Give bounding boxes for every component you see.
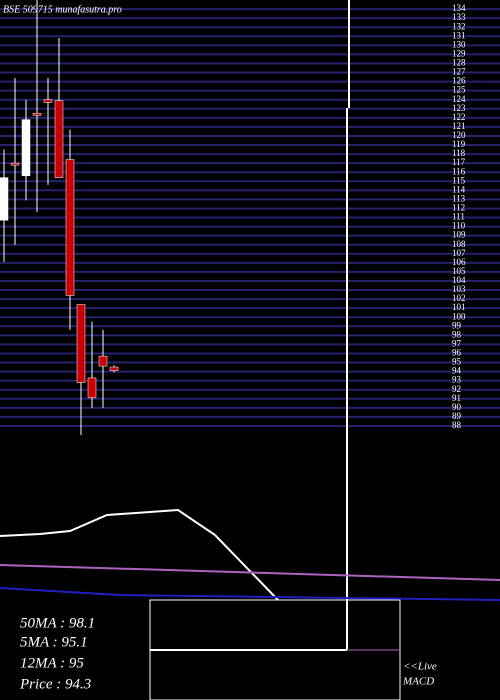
y-tick-label: 108 bbox=[452, 239, 466, 249]
y-tick-label: 118 bbox=[452, 148, 466, 158]
legend-item: 12MA : 95 bbox=[20, 655, 84, 671]
y-tick-label: 88 bbox=[452, 420, 462, 430]
y-tick-label: 120 bbox=[452, 130, 466, 140]
y-tick-label: 102 bbox=[452, 293, 466, 303]
legend-item: 5MA : 95.1 bbox=[20, 634, 88, 650]
candle-body bbox=[32, 113, 42, 116]
candle-body bbox=[54, 100, 64, 178]
y-tick-label: 89 bbox=[452, 411, 462, 421]
candle-body bbox=[109, 366, 119, 371]
candle-body bbox=[87, 377, 97, 399]
y-tick-label: 124 bbox=[452, 94, 466, 104]
y-tick-label: 113 bbox=[452, 193, 466, 203]
y-tick-label: 110 bbox=[452, 221, 466, 231]
candle-body bbox=[65, 159, 75, 296]
indicator-line bbox=[0, 508, 279, 601]
y-tick-label: 105 bbox=[452, 266, 466, 276]
y-tick-label: 104 bbox=[452, 275, 466, 285]
y-tick-label: 96 bbox=[452, 348, 462, 358]
candle-body bbox=[10, 162, 20, 166]
candle-body bbox=[98, 355, 108, 367]
candle-body bbox=[0, 177, 9, 221]
macd-label: MACD bbox=[402, 676, 434, 688]
y-tick-label: 129 bbox=[452, 48, 466, 58]
y-tick-label: 91 bbox=[452, 393, 461, 403]
y-tick-label: 115 bbox=[452, 175, 466, 185]
y-tick-label: 121 bbox=[452, 121, 466, 131]
y-tick-label: 95 bbox=[452, 357, 462, 367]
chart-title: BSE 509715 munafasutra.pro bbox=[3, 4, 122, 15]
candle-body bbox=[43, 99, 53, 103]
indicator-line bbox=[0, 587, 500, 601]
y-tick-label: 119 bbox=[452, 139, 466, 149]
y-tick-label: 92 bbox=[452, 384, 461, 394]
y-tick-label: 125 bbox=[452, 85, 466, 95]
y-tick-label: 93 bbox=[452, 375, 462, 385]
y-tick-label: 90 bbox=[452, 402, 462, 412]
y-tick-label: 112 bbox=[452, 203, 465, 213]
y-tick-label: 128 bbox=[452, 58, 466, 68]
y-tick-label: 109 bbox=[452, 230, 466, 240]
y-tick-label: 114 bbox=[452, 184, 466, 194]
indicator-line bbox=[0, 564, 500, 581]
y-tick-label: 123 bbox=[452, 103, 466, 113]
y-tick-label: 134 bbox=[452, 3, 466, 13]
y-tick-label: 97 bbox=[452, 338, 462, 348]
y-tick-label: 103 bbox=[452, 284, 466, 294]
y-tick-label: 107 bbox=[452, 248, 466, 258]
y-tick-label: 133 bbox=[452, 12, 466, 22]
y-tick-label: 111 bbox=[452, 212, 465, 222]
y-tick-label: 94 bbox=[452, 366, 462, 376]
legend-item: 50MA : 98.1 bbox=[20, 615, 95, 631]
y-tick-label: 98 bbox=[452, 329, 462, 339]
y-tick-label: 127 bbox=[452, 67, 466, 77]
legend-item: Price : 94.3 bbox=[19, 676, 91, 692]
y-tick-label: 122 bbox=[452, 112, 466, 122]
y-tick-label: 101 bbox=[452, 302, 466, 312]
y-tick-label: 130 bbox=[452, 39, 466, 49]
live-label: <<Live bbox=[403, 661, 437, 673]
candle-body bbox=[21, 119, 31, 177]
y-tick-label: 100 bbox=[452, 311, 466, 321]
y-tick-label: 131 bbox=[452, 30, 466, 40]
y-tick-label: 132 bbox=[452, 21, 466, 31]
y-tick-label: 106 bbox=[452, 257, 466, 267]
y-tick-label: 99 bbox=[452, 320, 462, 330]
y-tick-label: 117 bbox=[452, 157, 466, 167]
y-tick-label: 116 bbox=[452, 166, 466, 176]
y-tick-label: 126 bbox=[452, 76, 466, 86]
candle-body bbox=[76, 304, 86, 383]
grid bbox=[0, 8, 500, 427]
